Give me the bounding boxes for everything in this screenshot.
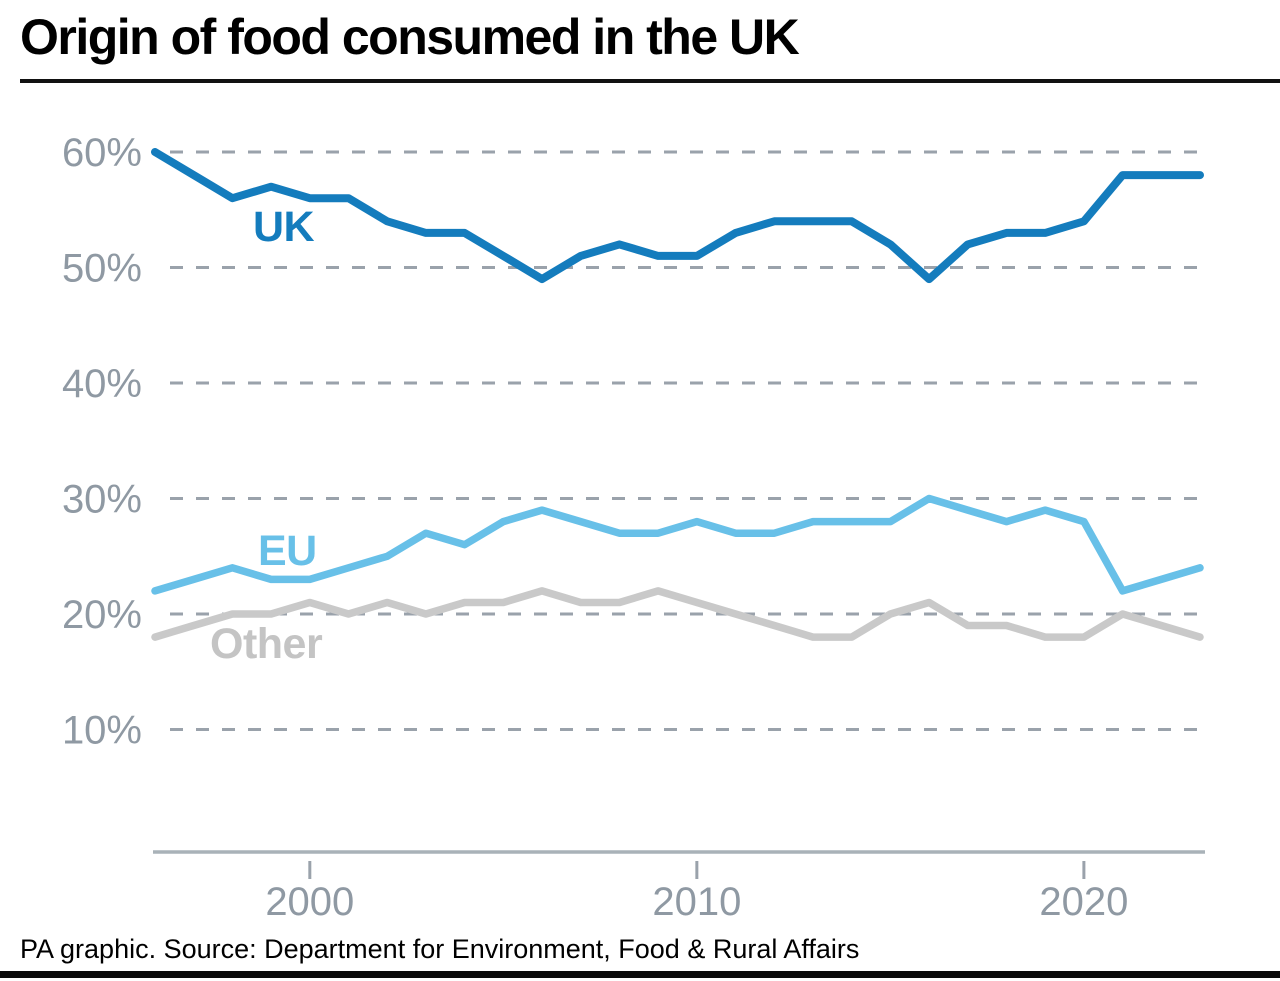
- y-tick-label-40: 40%: [62, 362, 142, 406]
- other-series-label: Other: [210, 620, 323, 668]
- page-title: Origin of food consumed in the UK: [20, 9, 800, 65]
- title-rule: [20, 79, 1280, 83]
- source-note: PA graphic. Source: Department for Envir…: [20, 934, 860, 964]
- uk-series-label: UK: [253, 203, 315, 251]
- uk-line: [151, 148, 1204, 284]
- eu-line: [151, 494, 1204, 595]
- other-line: [151, 587, 1204, 641]
- y-tick-label-50: 50%: [62, 247, 142, 291]
- x-tick-label-2000: 2000: [265, 880, 354, 924]
- y-tick-label-20: 20%: [62, 593, 142, 637]
- x-tick-label-2020: 2020: [1039, 880, 1128, 924]
- bottom-bar: [0, 971, 1280, 978]
- y-tick-label-60: 60%: [62, 131, 142, 175]
- y-tick-label-30: 30%: [62, 478, 142, 522]
- y-tick-label-10: 10%: [62, 709, 142, 753]
- eu-series-label: EU: [258, 527, 317, 575]
- x-tick-label-2010: 2010: [652, 880, 741, 924]
